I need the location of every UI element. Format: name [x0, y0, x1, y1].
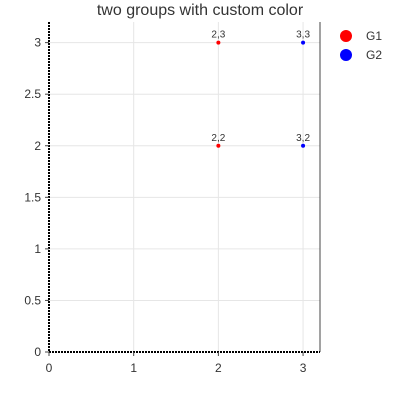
legend-label: G1: [366, 29, 382, 43]
tick-labels: 0 1 2 3 0 0.5 1 1.5 2 2.5 3: [24, 36, 306, 375]
data-label: 2,2: [211, 133, 225, 144]
data-label: 3,2: [296, 133, 310, 144]
data-point: [301, 143, 306, 148]
x-tick-label: 3: [300, 361, 307, 375]
data-label: 3,3: [296, 30, 310, 41]
legend-label: G2: [366, 48, 382, 62]
y-tick-label: 2: [34, 139, 41, 153]
y-tick-label: 3: [34, 36, 41, 50]
grid-lines: [49, 22, 320, 352]
legend-marker: [340, 49, 352, 61]
y-tick-label: 2.5: [24, 87, 41, 101]
x-tick-label: 0: [46, 361, 53, 375]
axes: [48, 22, 321, 353]
data-points: 2,2 2,3 3,2 3,3: [211, 30, 310, 148]
data-point: [301, 40, 306, 45]
legend-marker: [340, 30, 352, 42]
data-point: [216, 143, 221, 148]
chart-title: two groups with custom color: [97, 2, 304, 19]
x-tick-label: 1: [130, 361, 137, 375]
y-tick-label: 0.5: [24, 293, 41, 307]
y-tick-label: 1: [34, 242, 41, 256]
x-tick-label: 2: [215, 361, 222, 375]
y-tick-label: 1.5: [24, 190, 41, 204]
data-label: 2,3: [211, 30, 225, 41]
y-tick-label: 0: [34, 345, 41, 359]
data-point: [216, 40, 221, 45]
